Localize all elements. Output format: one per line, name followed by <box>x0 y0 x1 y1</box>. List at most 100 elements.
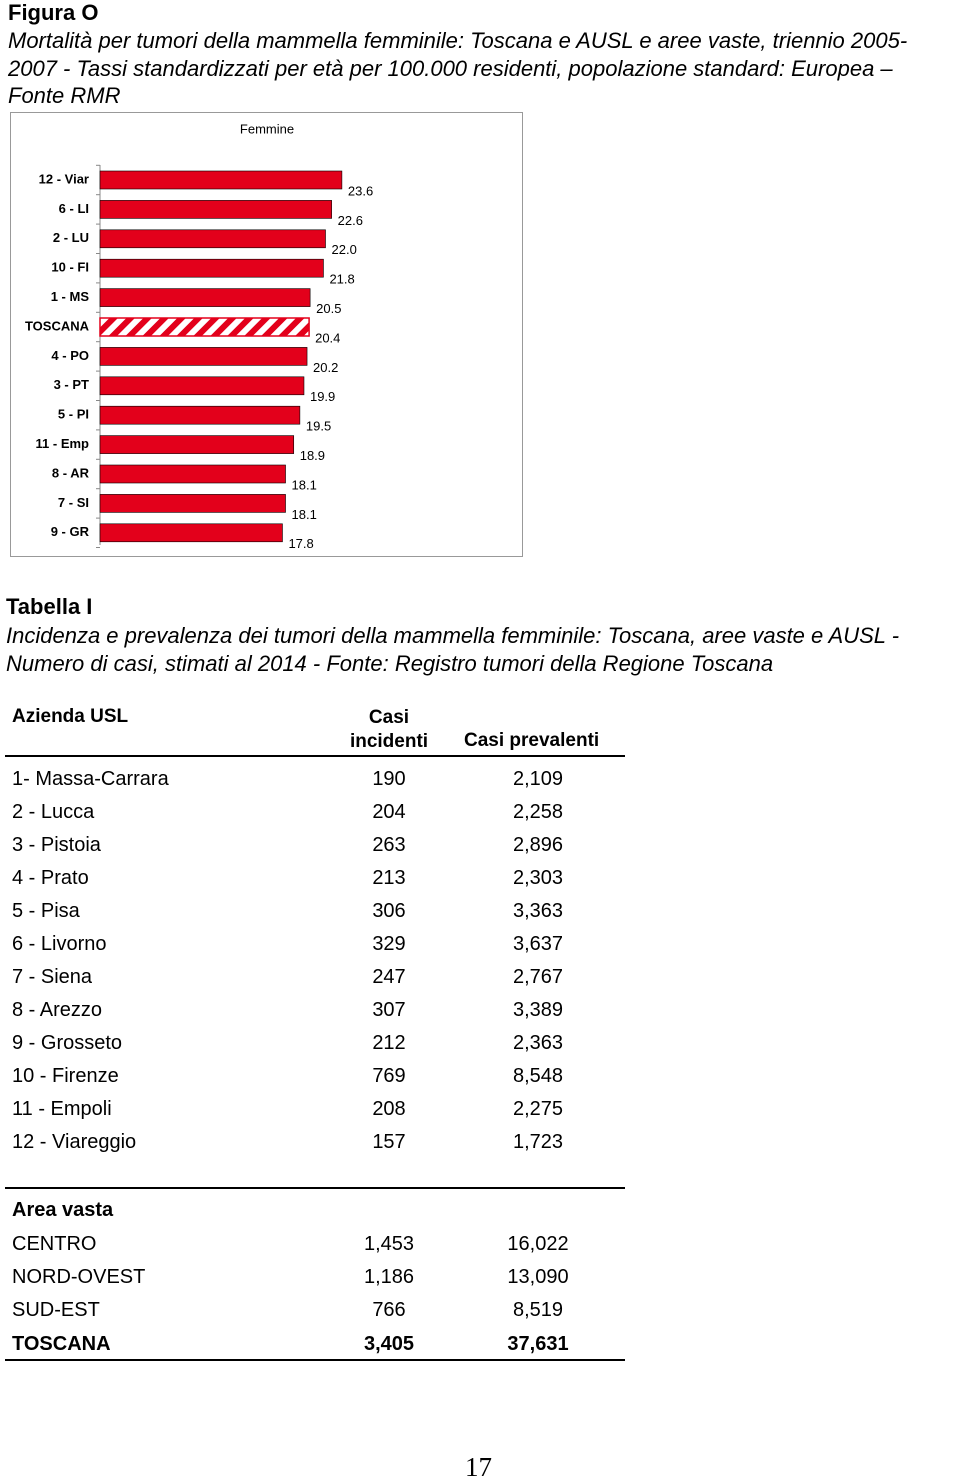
table-cell: 6 - Livorno <box>12 933 107 955</box>
table-cell: 8,548 <box>512 1065 564 1087</box>
table-cell: 2,275 <box>512 1098 564 1120</box>
rule <box>5 1187 625 1189</box>
table-cell: 11 - Empoli <box>12 1098 112 1120</box>
bar <box>99 405 301 425</box>
table-cell: 9 - Grosseto <box>12 1032 123 1054</box>
table-cell: 3,405 <box>363 1333 415 1355</box>
table-cell: 204 <box>372 801 406 823</box>
table-cell: 263 <box>372 834 406 856</box>
table-cell: 2,258 <box>512 801 564 823</box>
table-cell: 5 - Pisa <box>12 900 80 922</box>
page-number: 17 <box>465 1452 492 1482</box>
bar <box>99 523 283 543</box>
y-tick-label: 9 - GR <box>51 524 90 539</box>
figure-label: Figura O <box>8 0 99 25</box>
data-label: 20.5 <box>316 301 341 316</box>
table-cell: 307 <box>372 999 406 1021</box>
table-cell: 3,637 <box>512 933 564 955</box>
rule <box>5 755 625 757</box>
data-label: 20.2 <box>313 360 338 375</box>
table-cell: 190 <box>372 768 406 790</box>
table-cell: 769 <box>372 1065 406 1087</box>
data-label: 18.1 <box>292 507 317 522</box>
bar <box>99 288 311 307</box>
data-label: 19.5 <box>306 419 331 434</box>
table-cell: 10 - Firenze <box>12 1065 119 1087</box>
table-cell: 2,303 <box>512 867 564 889</box>
table-cell: 306 <box>372 900 406 922</box>
table-cell: NORD-OVEST <box>12 1266 146 1288</box>
bar <box>99 317 310 337</box>
table-cell: 3 - Pistoia <box>12 834 101 856</box>
bar <box>99 494 286 513</box>
data-label: 20.4 <box>315 330 340 345</box>
table-cell: 766 <box>372 1299 406 1321</box>
table-cell: 2,767 <box>512 966 564 988</box>
header-cell: Casi incidenti <box>349 707 429 752</box>
table-cell: 1- Massa-Carrara <box>12 768 169 790</box>
bar <box>99 435 295 454</box>
table-cell: 1,453 <box>363 1233 415 1255</box>
table-cell: 12 - Viareggio <box>12 1131 137 1153</box>
y-tick-label: 6 - LI <box>59 201 89 216</box>
table-cell: 329 <box>372 933 406 955</box>
y-tick-label: 10 - FI <box>51 260 89 275</box>
bar <box>99 464 286 484</box>
y-tick-label: 1 - MS <box>51 289 90 304</box>
table-cell: 1,186 <box>363 1266 415 1288</box>
table-label: Tabella I <box>6 594 93 619</box>
data-label: 22.0 <box>332 242 357 257</box>
table-cell: 3,389 <box>512 999 564 1021</box>
table-cell: 4 - Prato <box>12 867 89 889</box>
table-cell: 157 <box>372 1131 406 1153</box>
group-label: Area vasta <box>12 1199 114 1221</box>
table-cell: 2 - Lucca <box>12 801 95 823</box>
bar <box>99 170 343 190</box>
y-tick-label: 3 - PT <box>54 377 89 392</box>
data-label: 21.8 <box>329 272 354 287</box>
y-tick-label: 8 - AR <box>52 465 90 480</box>
y-tick-label: 4 - PO <box>51 348 89 363</box>
table-cell: 2,109 <box>512 768 564 790</box>
bar <box>99 200 332 219</box>
y-tick-label: 5 - PI <box>58 407 89 422</box>
y-tick-label: 11 - Emp <box>36 436 90 451</box>
data-label: 23.6 <box>348 183 373 198</box>
data-label: 17.8 <box>288 536 313 551</box>
chart: Femmine 12 - Viar 23.6 6 - LI 22.6 2 - LU 22.… <box>10 112 523 557</box>
table-cell: 2,363 <box>512 1032 564 1054</box>
table-cell: CENTRO <box>12 1233 97 1255</box>
table-cell: 3,363 <box>512 900 564 922</box>
bar <box>99 229 326 249</box>
bar <box>99 258 324 278</box>
table-cell: 37,631 <box>507 1333 569 1355</box>
bar <box>99 347 308 366</box>
table-cell: 13,090 <box>507 1266 569 1288</box>
rule <box>5 1359 625 1361</box>
y-tick-label: 7 - SI <box>58 495 89 510</box>
table-cell: 212 <box>372 1032 406 1054</box>
y-tick-label: 2 - LU <box>53 230 89 245</box>
table-cell: 1,723 <box>512 1131 564 1153</box>
table-caption: Incidenza e prevalenza dei tumori della … <box>6 623 900 676</box>
y-tick-label: 12 - Viar <box>39 171 89 186</box>
table-cell: 208 <box>372 1098 406 1120</box>
table-cell: 2,896 <box>512 834 564 856</box>
table-cell: 213 <box>372 867 406 889</box>
table-cell: SUD-EST <box>12 1299 100 1321</box>
data-label: 22.6 <box>338 213 363 228</box>
bar <box>99 376 305 396</box>
table-cell: 16,022 <box>507 1233 569 1255</box>
data-label: 19.9 <box>310 389 335 404</box>
chart-title: Femmine <box>240 121 294 136</box>
table-cell: 8 - Arezzo <box>12 999 103 1021</box>
table-cell: 247 <box>372 966 406 988</box>
table-cell: 7 - Siena <box>12 966 93 988</box>
table-cell: TOSCANA <box>12 1333 111 1355</box>
header-cell: Casi prevalenti <box>464 730 600 751</box>
y-tick-label: TOSCANA <box>25 318 90 333</box>
figure-caption: Mortalità per tumori della mammella femm… <box>8 28 908 108</box>
table-cell: 8,519 <box>512 1299 564 1321</box>
data-label: 18.9 <box>300 448 325 463</box>
